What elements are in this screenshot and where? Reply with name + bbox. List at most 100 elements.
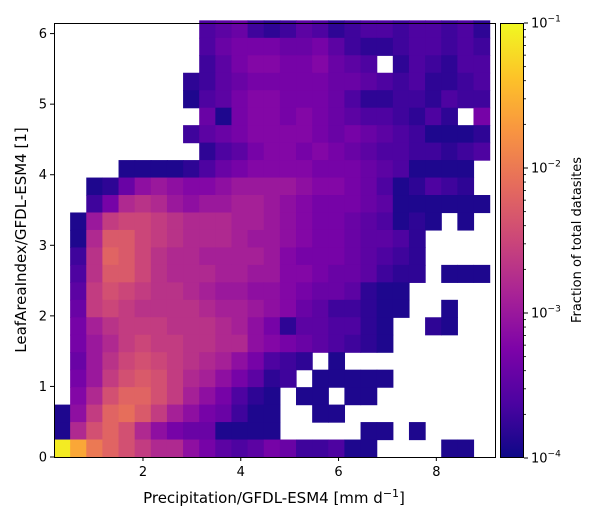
heatmap-cell xyxy=(263,107,281,126)
heatmap-cell xyxy=(247,387,265,406)
heatmap-cell xyxy=(392,264,410,283)
heatmap-cell xyxy=(86,282,103,301)
heatmap-cell xyxy=(247,72,265,91)
heatmap-cell xyxy=(376,282,394,301)
y-tick-label: 2 xyxy=(39,309,47,324)
heatmap-cell xyxy=(344,20,362,39)
heatmap-cell xyxy=(344,282,362,301)
heatmap-cell xyxy=(392,107,410,126)
heatmap-cell xyxy=(344,317,362,336)
y-tick-label: 1 xyxy=(39,380,47,395)
heatmap-cell xyxy=(312,404,329,423)
heatmap-cell xyxy=(279,352,297,371)
heatmap-cell xyxy=(102,264,120,283)
heatmap-cell xyxy=(134,160,152,179)
heatmap-cell xyxy=(344,229,362,249)
heatmap-cell xyxy=(231,282,249,301)
heatmap-cell xyxy=(134,439,152,458)
heatmap-cell xyxy=(215,107,233,126)
heatmap-cell xyxy=(441,264,458,283)
heatmap-cell xyxy=(296,229,313,249)
heatmap-cell xyxy=(166,387,184,406)
heatmap-cell xyxy=(392,37,410,56)
heatmap-cell xyxy=(134,247,152,266)
heatmap-cell xyxy=(166,299,184,318)
heatmap-cell xyxy=(166,404,184,423)
heatmap-cell xyxy=(118,317,136,336)
heatmap-cell xyxy=(231,299,249,318)
heatmap-cell xyxy=(247,352,265,371)
heatmap-cell xyxy=(199,195,216,214)
heatmap-cell xyxy=(199,317,216,336)
heatmap-cell xyxy=(54,439,71,458)
x-tick-label: 6 xyxy=(334,465,342,480)
heatmap-cell xyxy=(86,369,103,388)
heatmap-cell xyxy=(215,72,233,91)
heatmap-cell xyxy=(376,142,394,161)
heatmap-cell xyxy=(183,317,200,336)
heatmap-cell xyxy=(344,247,362,266)
heatmap-cell xyxy=(199,125,216,144)
heatmap-cell xyxy=(296,195,313,214)
heatmap-cell xyxy=(441,37,458,56)
heatmap-cell xyxy=(328,107,346,126)
heatmap-cell xyxy=(328,369,346,388)
heatmap-cell xyxy=(247,160,265,179)
heatmap-cell xyxy=(263,352,281,371)
heatmap-cell xyxy=(183,72,200,91)
heatmap-cell xyxy=(134,317,152,336)
heatmap-cell xyxy=(473,107,491,126)
heatmap-cell xyxy=(328,20,346,39)
heatmap-cell xyxy=(328,352,346,371)
heatmap-cell xyxy=(118,352,136,371)
heatmap-cell xyxy=(425,72,442,91)
heatmap-cell xyxy=(86,334,103,353)
heatmap-cell xyxy=(263,229,281,249)
heatmap-cell xyxy=(312,369,329,388)
heatmap-cell xyxy=(118,334,136,353)
heatmap-cell xyxy=(360,299,378,318)
heatmap-cell xyxy=(102,177,120,196)
heatmap-cell xyxy=(183,387,200,406)
heatmap-cell xyxy=(376,72,394,91)
heatmap-cell xyxy=(70,229,87,249)
heatmap-cell xyxy=(70,212,87,231)
heatmap-cell xyxy=(279,177,297,196)
heatmap-cell xyxy=(376,107,394,126)
heatmap-cell xyxy=(392,125,410,144)
heatmap-cell xyxy=(215,37,233,56)
heatmap-cell xyxy=(86,195,103,214)
heatmap-cell xyxy=(118,282,136,301)
heatmap-cell xyxy=(199,264,216,283)
heatmap-cell xyxy=(199,177,216,196)
heatmap-cell xyxy=(166,282,184,301)
heatmap-cell xyxy=(263,387,281,406)
heatmap-cell xyxy=(263,422,281,441)
heatmap-cell xyxy=(376,334,394,353)
heatmap-cell xyxy=(408,107,426,126)
heatmap-cell xyxy=(376,299,394,318)
heatmap-cell xyxy=(215,125,233,144)
heatmap-cell xyxy=(344,125,362,144)
heatmap-cell xyxy=(425,212,442,231)
heatmap-cell xyxy=(215,299,233,318)
heatmap-cell xyxy=(441,55,458,74)
colorbar xyxy=(500,23,524,458)
heatmap-cell xyxy=(118,247,136,266)
heatmap-cell xyxy=(118,177,136,196)
heatmap-cell xyxy=(457,212,475,231)
heatmap-cell xyxy=(296,212,313,231)
heatmap-cell xyxy=(86,404,103,423)
heatmap-cell xyxy=(183,282,200,301)
colorbar-frame xyxy=(500,23,524,458)
heatmap-cell xyxy=(215,212,233,231)
heatmap-cell xyxy=(118,439,136,458)
heatmap-cell xyxy=(392,160,410,179)
heatmap-cell xyxy=(376,229,394,249)
heatmap-cell xyxy=(166,212,184,231)
heatmap-cell xyxy=(102,334,120,353)
heatmap-cell xyxy=(199,160,216,179)
heatmap-cell xyxy=(279,212,297,231)
heatmap-cell xyxy=(215,55,233,74)
heatmap-cell xyxy=(328,37,346,56)
